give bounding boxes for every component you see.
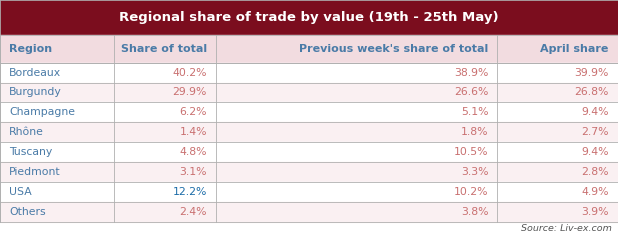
Text: 4.8%: 4.8% bbox=[180, 147, 207, 157]
Text: Bordeaux: Bordeaux bbox=[9, 68, 61, 78]
Bar bbox=[0, 162, 618, 182]
Text: 3.8%: 3.8% bbox=[461, 207, 488, 217]
Text: 2.7%: 2.7% bbox=[582, 127, 609, 137]
Text: Regional share of trade by value (19th - 25th May): Regional share of trade by value (19th -… bbox=[119, 11, 499, 24]
Text: 9.4%: 9.4% bbox=[582, 147, 609, 157]
Bar bbox=[0, 0, 618, 35]
Text: 40.2%: 40.2% bbox=[172, 68, 207, 78]
Text: Tuscany: Tuscany bbox=[9, 147, 53, 157]
Text: Source: Liv-ex.com: Source: Liv-ex.com bbox=[521, 224, 612, 233]
Text: Others: Others bbox=[9, 207, 46, 217]
Text: 1.4%: 1.4% bbox=[180, 127, 207, 137]
Text: 10.2%: 10.2% bbox=[454, 187, 488, 197]
Text: 9.4%: 9.4% bbox=[582, 107, 609, 117]
Text: Champagne: Champagne bbox=[9, 107, 75, 117]
Text: Region: Region bbox=[9, 44, 53, 54]
Text: April share: April share bbox=[540, 44, 609, 54]
Text: 3.1%: 3.1% bbox=[180, 167, 207, 177]
Text: 5.1%: 5.1% bbox=[461, 107, 488, 117]
Text: Previous week's share of total: Previous week's share of total bbox=[299, 44, 488, 54]
Text: 12.2%: 12.2% bbox=[172, 187, 207, 197]
Text: 2.8%: 2.8% bbox=[582, 167, 609, 177]
Bar bbox=[0, 202, 618, 222]
Text: 26.6%: 26.6% bbox=[454, 87, 488, 97]
Bar bbox=[0, 35, 618, 63]
Bar bbox=[0, 182, 618, 202]
Text: Share of total: Share of total bbox=[121, 44, 207, 54]
Bar bbox=[0, 82, 618, 102]
Bar bbox=[0, 142, 618, 162]
Text: 3.3%: 3.3% bbox=[461, 167, 488, 177]
Text: 38.9%: 38.9% bbox=[454, 68, 488, 78]
Text: 6.2%: 6.2% bbox=[180, 107, 207, 117]
Text: Burgundy: Burgundy bbox=[9, 87, 62, 97]
Text: 26.8%: 26.8% bbox=[574, 87, 609, 97]
Text: 2.4%: 2.4% bbox=[180, 207, 207, 217]
Text: 10.5%: 10.5% bbox=[454, 147, 488, 157]
Bar bbox=[0, 122, 618, 142]
Text: 3.9%: 3.9% bbox=[582, 207, 609, 217]
Text: 4.9%: 4.9% bbox=[582, 187, 609, 197]
Bar bbox=[0, 63, 618, 82]
Text: 29.9%: 29.9% bbox=[172, 87, 207, 97]
Text: 39.9%: 39.9% bbox=[574, 68, 609, 78]
Text: Rhône: Rhône bbox=[9, 127, 44, 137]
Bar bbox=[0, 102, 618, 122]
Text: Piedmont: Piedmont bbox=[9, 167, 61, 177]
Text: 1.8%: 1.8% bbox=[461, 127, 488, 137]
Text: USA: USA bbox=[9, 187, 32, 197]
